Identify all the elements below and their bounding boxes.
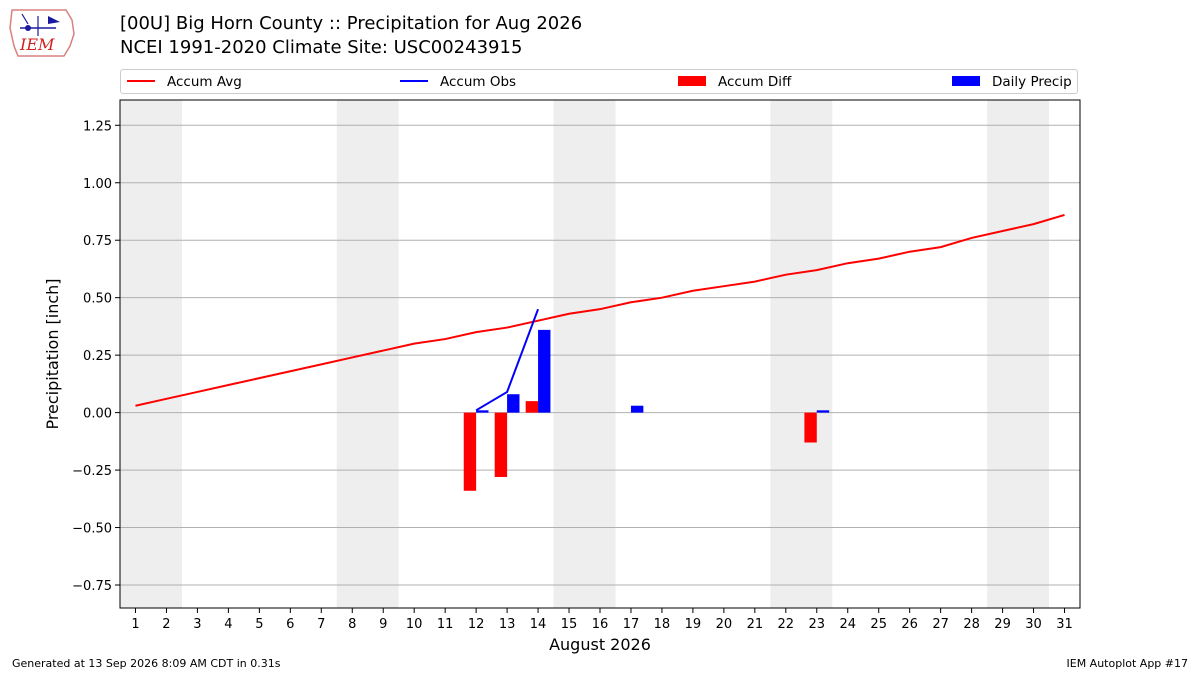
x-tick-label: 28 (963, 617, 980, 632)
x-tick-label: 14 (530, 617, 547, 632)
chart-title: [00U] Big Horn County :: Precipitation f… (120, 13, 583, 34)
legend-label-accum-diff: Accum Diff (718, 74, 792, 90)
legend-label-accum-avg: Accum Avg (167, 74, 242, 90)
daily-precip-bar (538, 329, 551, 413)
x-tick-label: 3 (193, 617, 201, 632)
chart-subtitle: NCEI 1991-2020 Climate Site: USC00243915 (120, 37, 523, 58)
x-tick-label: 13 (499, 617, 516, 632)
iem-logo: IEM (8, 6, 78, 58)
x-tick-label: 26 (901, 617, 918, 632)
gridlines (120, 124, 1080, 586)
x-tick-label: 15 (561, 617, 578, 632)
accum-diff-bar (494, 412, 508, 477)
y-tick-label: 0.00 (83, 407, 112, 422)
bars (463, 329, 830, 491)
x-tick-label: 9 (379, 617, 387, 632)
weekend-band (553, 100, 616, 608)
x-tick-label: 17 (623, 617, 640, 632)
weekend-shading (120, 100, 1050, 608)
legend-swatch-accum-obs (400, 80, 428, 82)
x-tick-label: 7 (317, 617, 325, 632)
accum-diff-bar (804, 412, 817, 443)
y-tick-label: 1.25 (83, 119, 112, 134)
generated-timestamp: Generated at 13 Sep 2026 8:09 AM CDT in … (12, 657, 281, 670)
legend-swatch-accum-avg (127, 80, 155, 82)
weekend-band (120, 100, 182, 608)
x-tick-label: 16 (592, 617, 609, 632)
legend-label-daily-precip: Daily Precip (992, 74, 1072, 90)
legend-label-accum-obs: Accum Obs (440, 74, 517, 90)
y-tick-label: 0.25 (83, 349, 112, 364)
x-tick-label: 6 (286, 617, 294, 632)
weekend-band (770, 100, 833, 608)
x-tick-label: 19 (685, 617, 702, 632)
accum-avg-line (135, 213, 1065, 407)
y-tick-label: 0.50 (83, 292, 112, 307)
x-tick-label: 8 (348, 617, 356, 632)
logo-text: IEM (19, 35, 55, 54)
app-credit: IEM Autoplot App #17 (1066, 657, 1189, 670)
legend: Accum Avg Accum Obs Accum Diff Daily Pre… (120, 69, 1078, 94)
daily-precip-bar (630, 405, 644, 413)
x-axis-label: August 2026 (549, 635, 651, 654)
y-axis-ticks: −0.75 −0.50 −0.25 0.00 0.25 0.50 0.75 1.00 1.25 (72, 119, 120, 594)
x-tick-label: 11 (437, 617, 454, 632)
y-tick-label: 0.75 (83, 234, 112, 249)
daily-precip-bar (476, 410, 489, 413)
y-tick-label: −0.75 (72, 579, 112, 594)
x-axis-ticks: 1 2 3 4 5 6 7 8 9 10 11 12 13 14 15 16 17 18 19 20 21 22 23 24 2… (131, 608, 1073, 632)
legend-item-accum-avg: Accum Avg (127, 73, 242, 91)
x-tick-label: 27 (932, 617, 949, 632)
legend-item-accum-obs: Accum Obs (400, 73, 516, 91)
x-tick-label: 21 (747, 617, 764, 632)
legend-swatch-daily-precip (952, 76, 980, 86)
y-tick-label: 1.00 (83, 177, 112, 192)
weekend-band (987, 100, 1050, 608)
daily-precip-bar (816, 410, 830, 413)
accum-diff-bar (525, 401, 539, 413)
accum-obs-line (475, 308, 540, 412)
x-tick-label: 30 (1025, 617, 1042, 632)
x-tick-label: 29 (994, 617, 1011, 632)
x-tick-label: 23 (809, 617, 826, 632)
x-tick-label: 1 (131, 617, 139, 632)
daily-precip-bar (507, 394, 520, 413)
x-tick-label: 12 (468, 617, 485, 632)
accum-diff-bar (463, 412, 477, 491)
series-lines (135, 213, 1065, 412)
x-tick-label: 10 (406, 617, 423, 632)
y-tick-label: −0.50 (72, 522, 112, 537)
x-tick-label: 2 (162, 617, 170, 632)
y-axis-label: Precipitation [inch] (43, 278, 62, 429)
x-tick-label: 4 (224, 617, 232, 632)
x-tick-label: 24 (839, 617, 856, 632)
y-tick-label: −0.25 (72, 464, 112, 479)
legend-item-accum-diff: Accum Diff (678, 73, 791, 91)
x-tick-label: 25 (870, 617, 887, 632)
legend-item-daily-precip: Daily Precip (952, 73, 1072, 91)
x-tick-label: 18 (654, 617, 671, 632)
x-tick-label: 22 (778, 617, 795, 632)
x-tick-label: 20 (716, 617, 733, 632)
x-tick-label: 31 (1056, 617, 1073, 632)
legend-swatch-accum-diff (678, 76, 706, 86)
x-tick-label: 5 (255, 617, 263, 632)
